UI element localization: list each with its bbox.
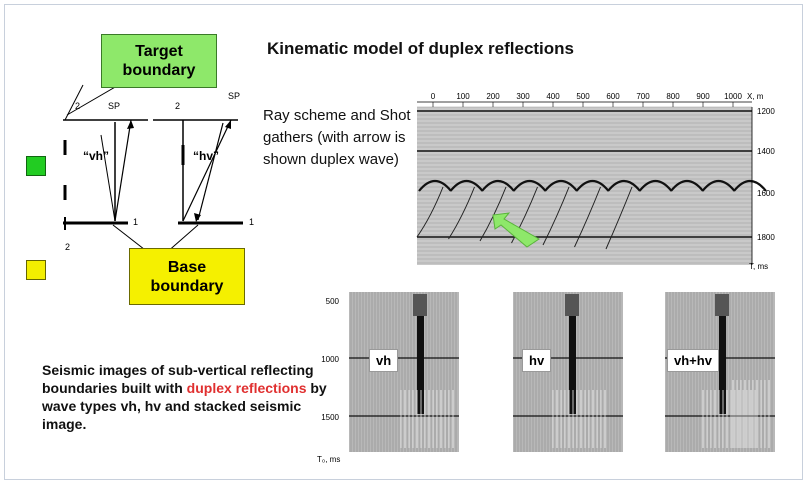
duplex-wave-arrow bbox=[492, 212, 540, 248]
right-num-right: 1 bbox=[249, 217, 254, 227]
shot-gather-x-tick: 400 bbox=[546, 92, 560, 101]
seismic-panel bbox=[513, 292, 623, 452]
shot-gather-x-tick: 500 bbox=[576, 92, 590, 101]
bottom-text-red: duplex reflections bbox=[186, 380, 307, 396]
shot-gather-y-unit: T, ms bbox=[749, 262, 768, 271]
shot-gather-x-tick: 900 bbox=[696, 92, 710, 101]
target-boundary-label: Target boundary bbox=[122, 43, 196, 79]
seismic-image-panels: 500 1000 1500 T₀, ms bbox=[317, 292, 775, 464]
yellow-marker-icon bbox=[26, 260, 46, 280]
ray-scheme-text: Ray scheme and Shot gathers (with arrow … bbox=[263, 107, 411, 168]
panel-y-tick: 1000 bbox=[321, 355, 339, 364]
seismic-panel bbox=[665, 292, 775, 452]
shot-gather-plot: 0 100 200 300 400 500 600 700 800 900 1000 1200 140… bbox=[416, 92, 775, 271]
green-marker-icon bbox=[26, 156, 46, 176]
base-boundary-box: Base boundary bbox=[129, 248, 245, 305]
panel-y-unit: T₀, ms bbox=[317, 455, 340, 464]
left-num-bottom: 2 bbox=[65, 242, 70, 252]
bottom-description: Seismic images of sub-vertical reflectin… bbox=[42, 361, 332, 433]
panel-label-vh: vh bbox=[369, 349, 399, 372]
shot-gather-x-tick: 0 bbox=[431, 92, 436, 101]
shot-gather-x-tick: 200 bbox=[486, 92, 500, 101]
left-sp: SP bbox=[108, 101, 120, 111]
panel-y-tick: 500 bbox=[326, 297, 340, 306]
shot-gather-x-tick: 100 bbox=[456, 92, 470, 101]
left-wave-label: “vh” bbox=[83, 149, 109, 163]
shot-gather-y-tick: 1800 bbox=[757, 233, 775, 242]
panel-label-hv: hv bbox=[522, 349, 552, 372]
shot-gather-x-tick: 600 bbox=[606, 92, 620, 101]
right-num-top: 2 bbox=[175, 101, 180, 111]
right-wave-label: “hv” bbox=[193, 149, 219, 163]
slide-title: Kinematic model of duplex reflections bbox=[267, 39, 575, 58]
panel-label-vh-hv: vh+hv bbox=[667, 349, 719, 372]
bottom-text-part1: Seismic images of sub-vertical reflectin… bbox=[42, 362, 314, 396]
panel-y-tick: 1500 bbox=[321, 413, 339, 422]
right-sp: SP bbox=[228, 91, 240, 101]
slide: Kinematic model of duplex reflections 2 … bbox=[4, 4, 803, 480]
shot-gather-x-tick: 1000 bbox=[724, 92, 742, 101]
shot-gather-lines bbox=[416, 106, 767, 264]
seismic-panel bbox=[349, 292, 459, 452]
left-num-top: 2 bbox=[75, 101, 80, 111]
base-boundary-label: Base boundary bbox=[150, 258, 224, 295]
shot-gather-x-tick: 700 bbox=[636, 92, 650, 101]
target-boundary-box: Target boundary bbox=[101, 34, 217, 88]
shot-gather-y-tick: 1400 bbox=[757, 147, 775, 156]
left-num-right: 1 bbox=[133, 217, 138, 227]
shot-gather-x-tick: 300 bbox=[516, 92, 530, 101]
shot-gather-x-unit: X, m bbox=[747, 92, 764, 101]
shot-gather-y-tick: 1200 bbox=[757, 107, 775, 116]
shot-gather-x-tick: 800 bbox=[666, 92, 680, 101]
shot-gather-y-tick: 1600 bbox=[757, 189, 775, 198]
bottom-text-part2: by wave types vh, hv and stacked seismic… bbox=[42, 380, 327, 432]
